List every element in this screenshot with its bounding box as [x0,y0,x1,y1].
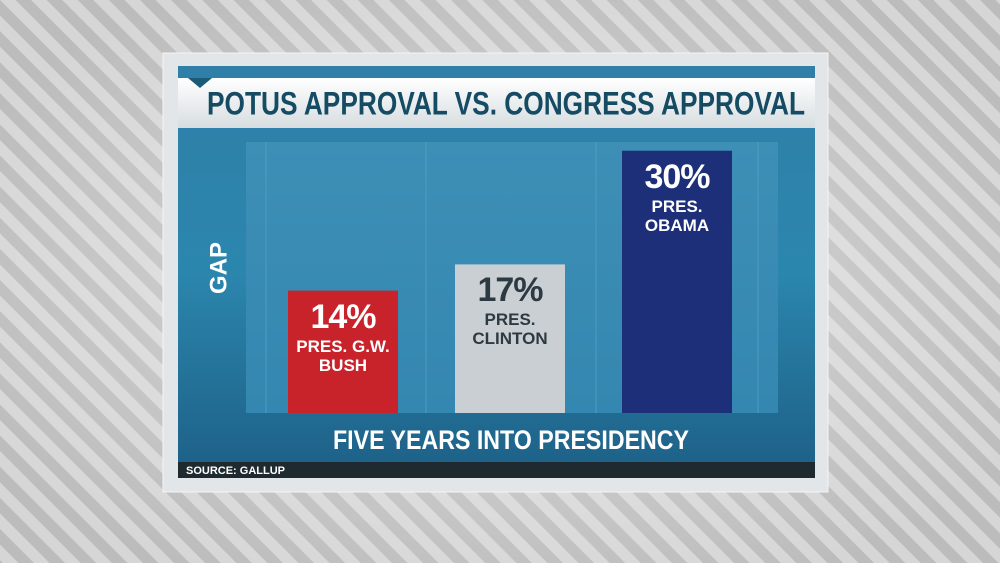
bar [622,150,732,413]
category-label: PRES. OBAMA [644,196,710,235]
bar [288,290,398,413]
title-marker [188,78,212,88]
bar-label: 30% PRES. OBAMA [622,159,732,235]
bar-label: 17% PRES. CLINTON [455,272,565,348]
value-label: 30% [644,157,710,196]
category-label: PRES. CLINTON [472,310,548,349]
chart-title: POTUS APPROVAL VS. CONGRESS APPROVAL [207,85,805,121]
y-axis-label: GAP [205,242,232,294]
bar [455,264,565,413]
x-axis-label: FIVE YEARS INTO PRESIDENCY [333,425,689,455]
bar-label: 14% PRES. G.W. BUSH [288,299,398,375]
source-bar [178,462,815,478]
bars [288,150,732,413]
source: SOURCE: GALLUP [186,465,285,477]
category-label: PRES. G.W. BUSH [296,336,390,375]
value-label: 14% [310,297,376,336]
title-bar [178,78,815,128]
value-label: 17% [477,271,543,310]
